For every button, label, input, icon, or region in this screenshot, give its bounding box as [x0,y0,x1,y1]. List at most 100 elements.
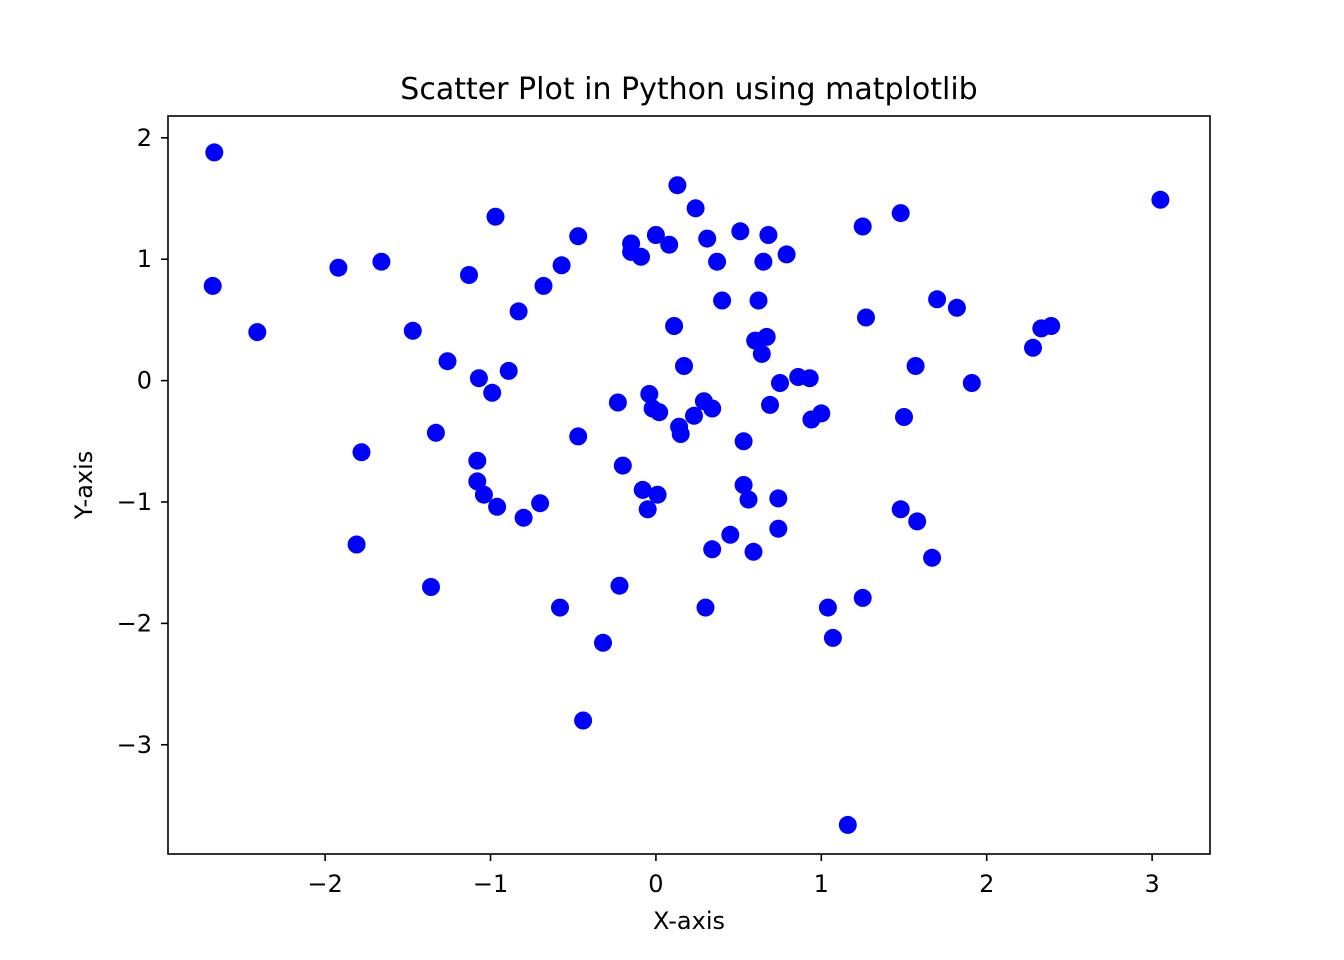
data-point [685,406,703,425]
data-point [640,385,659,403]
data-point [769,489,788,508]
data-point [613,456,632,475]
x-tick-label: −2 [307,870,342,898]
data-point [483,383,502,402]
data-point [721,525,740,544]
data-point [650,403,669,422]
data-point [754,252,773,271]
data-point [823,628,842,647]
y-axis-ticks: 2 1 0 −1 −2 −3 [117,124,168,759]
x-tick-label: 2 [979,870,994,898]
data-point [759,226,778,244]
data-point [203,276,222,295]
data-point [744,542,763,561]
data-point [757,327,776,346]
data-point [632,247,650,266]
data-point [895,408,913,426]
data-point [671,425,690,443]
data-point [675,357,693,375]
data-point [891,500,910,519]
data-point [857,308,875,327]
data-point [665,317,684,335]
data-point [438,352,457,371]
data-point [703,540,722,559]
data-point [648,485,667,504]
data-point [594,633,612,652]
data-point [248,323,267,342]
x-tick-label: 3 [1144,870,1159,898]
x-tick-label: 0 [648,870,663,898]
data-point [1151,190,1170,209]
data-point [551,598,569,617]
y-tick-label: 0 [137,367,152,395]
data-point [468,451,487,470]
x-axis-ticks: −2 −1 0 1 2 3 [307,854,1160,898]
data-point [403,321,422,340]
data-point [769,519,788,538]
data-point [906,357,925,375]
data-point [610,576,629,595]
data-point [696,598,715,617]
y-tick-label: −2 [117,609,152,637]
data-point [534,276,553,295]
data-point [638,500,657,519]
data-point [468,472,487,491]
data-point [777,245,796,264]
data-point [771,374,789,392]
y-tick-label: −1 [117,488,152,516]
data-point [734,432,753,451]
data-point [818,598,837,617]
y-tick-label: −3 [117,731,152,759]
data-point [352,443,371,462]
data-point [329,258,348,277]
data-point [708,252,727,271]
data-point [488,497,507,516]
data-point [668,176,687,195]
data-point [660,235,679,254]
data-point [1042,317,1061,335]
data-point [509,302,528,321]
data-point [1024,338,1042,357]
data-point [703,399,722,418]
data-point [962,374,981,392]
data-point [569,227,588,246]
data-point [928,290,947,309]
data-point [891,204,910,223]
chart-title: Scatter Plot in Python using matplotlib [400,72,977,107]
data-point [569,427,588,446]
data-point [531,494,550,513]
data-point [426,423,445,442]
x-axis-label: X-axis [653,907,725,935]
data-point [698,229,717,248]
data-point [749,291,768,310]
data-point [812,404,831,423]
data-point [474,485,493,504]
data-point [347,535,366,554]
data-point [205,143,224,162]
data-point [486,207,505,226]
y-tick-label: 1 [137,245,152,273]
y-tick-label: 2 [137,124,152,152]
data-point [947,298,966,317]
data-point [574,711,593,730]
data-point [761,395,779,414]
data-point [734,476,753,494]
x-tick-label: −1 [473,870,508,898]
y-axis-label: Y-axis [70,451,98,521]
data-point [469,369,488,388]
data-point [552,256,571,275]
data-point [633,480,652,499]
data-point [460,266,478,284]
data-point [739,490,758,509]
data-point [514,508,533,527]
data-point [853,588,872,607]
data-point [731,222,750,241]
data-point [499,361,518,380]
data-point [908,512,927,531]
plot-frame [167,115,1211,855]
data-point [686,199,705,218]
data-point [372,252,391,271]
data-point [853,217,872,236]
